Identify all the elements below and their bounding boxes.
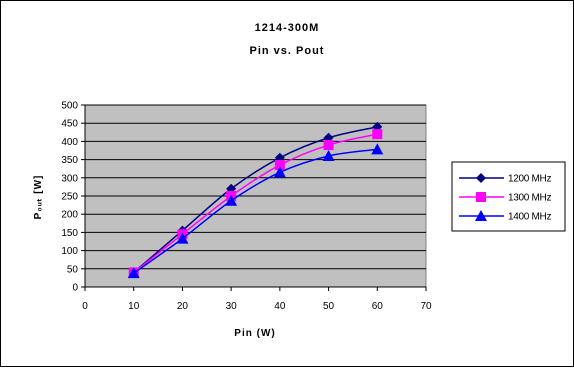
legend-marker xyxy=(475,210,487,221)
y-tick-label: 0 xyxy=(72,283,78,294)
x-axis-label: Pin (W) xyxy=(234,328,275,339)
series-group xyxy=(127,121,384,279)
x-tick-label: 50 xyxy=(323,301,335,312)
data-point xyxy=(371,143,384,155)
x-tick-label: 60 xyxy=(372,301,384,312)
x-tick-label: 20 xyxy=(177,301,189,312)
chart-title: 1214-300M xyxy=(255,22,320,34)
data-point xyxy=(176,232,189,244)
data-point xyxy=(322,149,335,161)
legend-marker xyxy=(476,192,486,202)
legend-label: 1200 MHz xyxy=(508,174,551,185)
y-tick-label: 450 xyxy=(61,119,78,130)
y-tick-label: 250 xyxy=(61,192,78,203)
y-tick-label: 150 xyxy=(61,228,78,239)
y-tick-label: 200 xyxy=(61,210,78,221)
legend: 1200 MHz 1300 MHz 1400 MHz xyxy=(459,173,552,223)
legend-item: 1300 MHz xyxy=(459,192,552,204)
x-tick-label: 0 xyxy=(82,301,88,312)
x-tick-label: 10 xyxy=(128,301,140,312)
y-tick-label: 50 xyxy=(67,264,79,275)
y-tick-label: 350 xyxy=(61,155,78,166)
data-point xyxy=(225,194,238,206)
legend-item: 1400 MHz xyxy=(459,210,552,223)
legend-marker xyxy=(476,173,486,183)
x-tick-label: 40 xyxy=(274,301,286,312)
x-tick-label: 70 xyxy=(420,301,432,312)
data-point xyxy=(273,166,286,178)
data-point xyxy=(323,140,334,151)
data-point xyxy=(127,267,140,279)
y-tick-label: 300 xyxy=(61,173,78,184)
y-tick-labels: 0 50 100 150 200 250 300 350 400 450 500 xyxy=(61,101,78,294)
x-tick-labels: 0 10 20 30 40 50 60 70 xyxy=(82,301,432,312)
x-tick-label: 30 xyxy=(226,301,238,312)
legend-label: 1300 MHz xyxy=(508,193,551,204)
data-point xyxy=(274,160,285,171)
legend-item: 1200 MHz xyxy=(459,173,552,185)
gridlines xyxy=(85,104,426,270)
y-tick-label: 500 xyxy=(61,101,78,112)
y-tick-label: 400 xyxy=(61,137,78,148)
series-3 xyxy=(127,143,384,279)
axes xyxy=(81,104,427,291)
data-point xyxy=(372,129,383,140)
y-tick-label: 100 xyxy=(61,246,78,257)
y-axis-label: P₀ᵤₜ [W] xyxy=(33,175,44,220)
legend-label: 1400 MHz xyxy=(508,212,551,223)
chart-subtitle: Pin vs. Pout xyxy=(250,45,325,57)
